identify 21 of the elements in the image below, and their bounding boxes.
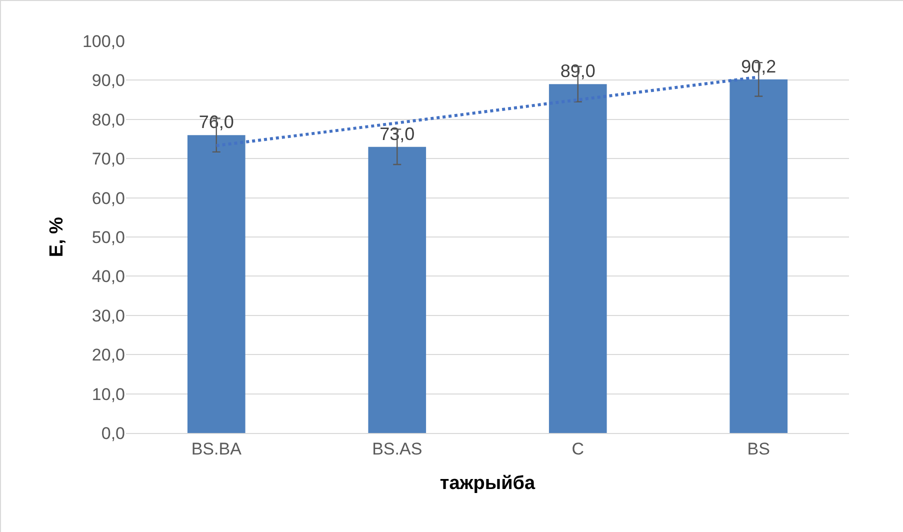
x-tick-label: C xyxy=(572,439,584,458)
x-tick-label: BS xyxy=(747,439,770,458)
bar xyxy=(368,146,426,433)
y-tick-label: 40,0 xyxy=(92,267,125,286)
bar xyxy=(187,135,246,433)
y-tick-label: 10,0 xyxy=(92,384,125,404)
y-tick-label: 90,0 xyxy=(92,71,125,90)
x-tick-label: BS.AS xyxy=(372,439,422,458)
y-tick-label: 30,0 xyxy=(92,306,125,326)
y-axis-title: E, % xyxy=(46,216,68,258)
y-tick-label: 100,0 xyxy=(82,32,125,51)
bar xyxy=(730,79,788,433)
y-tick-label: 20,0 xyxy=(92,346,125,365)
bar xyxy=(548,84,607,433)
y-tick-label: 50,0 xyxy=(92,228,125,247)
y-tick-label: 0,0 xyxy=(101,424,125,443)
y-tick-label: 80,0 xyxy=(92,110,125,130)
y-tick-label: 70,0 xyxy=(92,150,125,169)
x-tick-label: BS.BA xyxy=(191,439,242,458)
x-axis-title: тажрыйба xyxy=(440,473,536,494)
y-tick-label: 60,0 xyxy=(92,188,125,208)
